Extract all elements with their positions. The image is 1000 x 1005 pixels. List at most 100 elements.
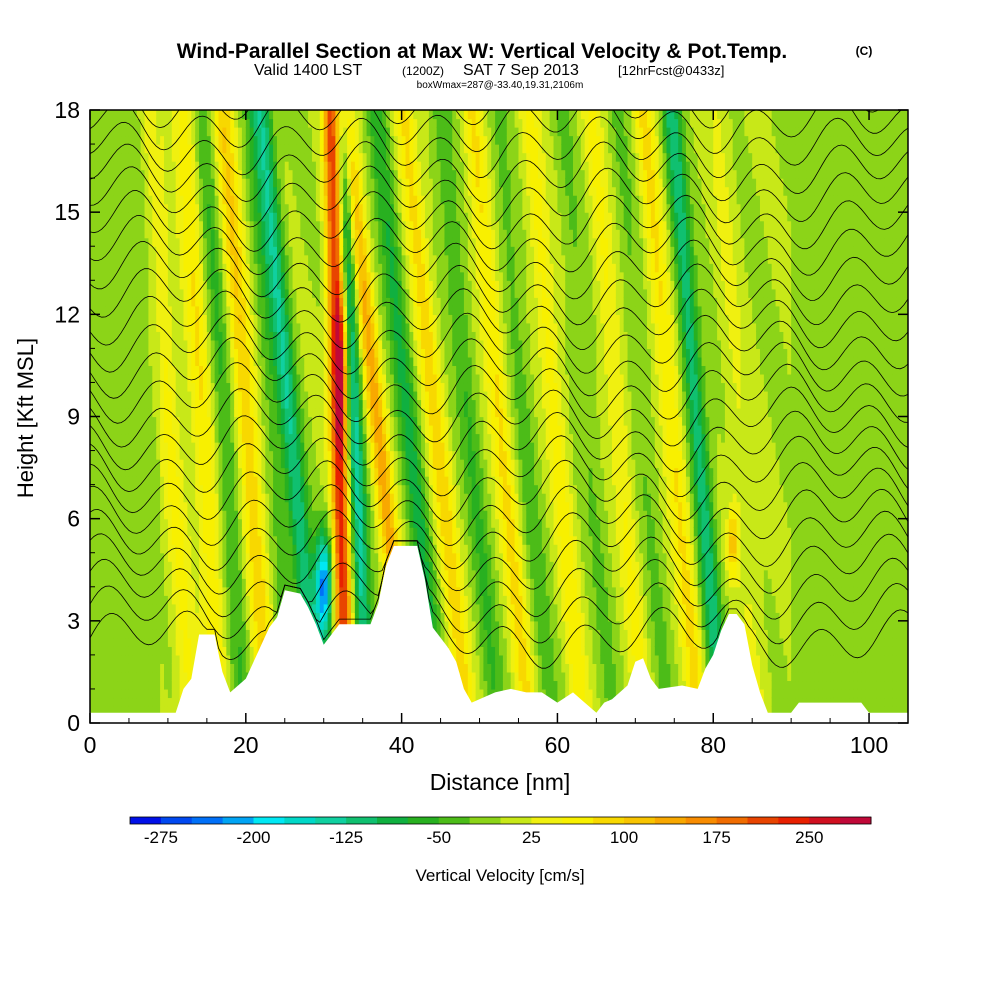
field-cell [222, 476, 227, 486]
field-cell [323, 586, 329, 596]
field-cell [109, 569, 114, 579]
field-cell [319, 510, 325, 520]
field-cell [350, 407, 356, 418]
field-cell [144, 246, 150, 256]
field-cell [308, 586, 313, 596]
field-cell [257, 229, 262, 239]
field-cell [288, 459, 294, 469]
field-cell [245, 501, 251, 511]
field-cell [171, 671, 177, 682]
field-cell [199, 229, 204, 239]
field-cell [261, 484, 266, 494]
field-cell [339, 322, 344, 332]
field-cell [113, 382, 118, 392]
field-cell [183, 578, 188, 588]
field-cell [218, 348, 224, 358]
field-cell [222, 646, 227, 656]
field-cell [171, 629, 177, 639]
field-cell [257, 212, 262, 222]
field-cell [315, 246, 321, 256]
field-cell [195, 390, 200, 401]
field-cell [226, 501, 231, 511]
field-cell [288, 467, 294, 477]
field-cell [171, 399, 177, 409]
field-cell [319, 229, 325, 239]
field-cell [300, 314, 305, 324]
field-cell [101, 220, 107, 230]
field-cell [347, 399, 352, 409]
field-cell [140, 407, 146, 418]
field-cell [109, 578, 114, 588]
field-cell [183, 680, 188, 690]
field-cell [238, 195, 243, 205]
field-cell [132, 288, 138, 298]
field-cell [304, 280, 309, 290]
field-cell [202, 501, 208, 511]
field-cell [214, 373, 220, 384]
field-cell [148, 339, 153, 349]
field-cell [195, 612, 200, 622]
field-cell [183, 629, 188, 639]
field-cell [226, 169, 231, 179]
field-cell [347, 501, 352, 511]
field-cell [253, 169, 259, 179]
field-cell [128, 705, 134, 716]
field-cell [230, 493, 235, 503]
field-cell [288, 152, 294, 162]
field-cell [195, 297, 200, 307]
field-cell [144, 518, 150, 528]
field-cell [245, 595, 251, 605]
field-cell [218, 493, 224, 503]
field-cell [323, 152, 329, 162]
field-cell [226, 442, 231, 452]
field-cell [261, 501, 266, 511]
field-cell [265, 552, 270, 562]
field-cell [312, 263, 317, 273]
field-cell [117, 339, 122, 349]
field-cell [144, 552, 150, 562]
field-cell [187, 595, 192, 605]
field-cell [350, 110, 356, 120]
field-cell [269, 135, 274, 145]
field-cell [93, 144, 99, 154]
field-cell [183, 663, 188, 673]
field-cell [156, 603, 161, 613]
field-cell [315, 407, 321, 418]
field-cell [167, 339, 173, 349]
field-cell [288, 510, 294, 520]
field-cell [238, 399, 243, 409]
field-cell [319, 390, 325, 401]
field-cell [101, 705, 107, 716]
field-cell [113, 373, 118, 384]
field-cell [93, 467, 99, 477]
field-cell [312, 203, 317, 213]
field-cell [226, 382, 231, 392]
field-cell [269, 314, 274, 324]
field-cell [273, 118, 278, 128]
field-cell [238, 331, 243, 341]
field-cell [97, 322, 103, 332]
field-cell [148, 195, 153, 205]
field-cell [136, 603, 142, 613]
field-cell [261, 280, 266, 290]
field-cell [214, 407, 220, 418]
field-cell [257, 467, 262, 477]
field-cell [335, 220, 340, 230]
field-cell [101, 518, 107, 528]
field-cell [121, 135, 126, 145]
field-cell [195, 578, 200, 588]
field-cell [354, 425, 360, 435]
field-cell [152, 110, 157, 120]
field-cell [125, 459, 130, 469]
field-cell [109, 348, 114, 358]
field-cell [136, 467, 142, 477]
field-cell [245, 390, 251, 401]
field-cell [230, 442, 235, 452]
field-cell [206, 186, 212, 196]
field-cell [265, 314, 270, 324]
field-cell [109, 663, 114, 673]
field-cell [312, 365, 317, 375]
field-cell [315, 254, 321, 264]
field-cell [125, 280, 130, 290]
field-cell [214, 501, 220, 511]
